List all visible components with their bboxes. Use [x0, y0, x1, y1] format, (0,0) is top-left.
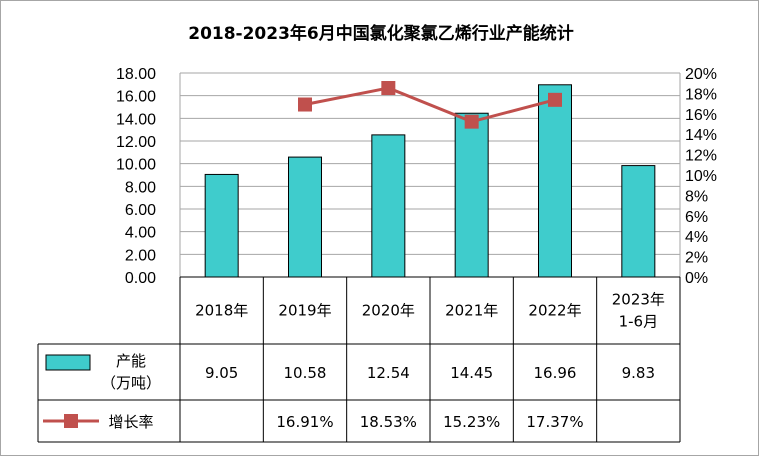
y-right-tick-label: 6% [685, 209, 708, 226]
y-right-tick-label: 20% [685, 66, 717, 83]
y-left-tick-label: 14.00 [116, 111, 156, 128]
bar [288, 156, 322, 278]
data-label: 18.53% [360, 413, 417, 431]
y-left-tick-label: 0.00 [125, 270, 156, 287]
data-label: 16.91% [276, 413, 333, 431]
x-tick-label: 2023年 1-6月 [612, 291, 665, 331]
y-right-tick-label: 8% [685, 188, 708, 205]
axes: 0.00 2.00 4.00 6.00 8.00 10.00 12.00 14.00 16.00… [116, 66, 717, 287]
y-right-tick-label: 12% [685, 148, 717, 165]
y-left-tick-label: 8.00 [125, 179, 156, 196]
y-left-tick-label: 18.00 [116, 66, 156, 83]
x-tick-label: 2018年 [195, 302, 248, 320]
y-left-tick-label: 2.00 [125, 247, 156, 264]
data-label: 15.23% [443, 413, 500, 431]
data-label: 12.54 [367, 364, 410, 382]
legend-swatch-bar [45, 354, 91, 371]
y-right-tick-label: 14% [685, 127, 717, 144]
x-tick-label: 2021年 [445, 302, 498, 320]
line-marker [464, 114, 479, 129]
y-right-tick-label: 0% [685, 270, 708, 287]
y-left-tick-label: 6.00 [125, 202, 156, 219]
data-label: 16.96 [534, 364, 577, 382]
bar [204, 173, 239, 278]
data-label: 9.83 [622, 364, 655, 382]
data-label: 17.37% [526, 413, 583, 431]
bar [621, 165, 656, 278]
x-tick-label: 2020年 [362, 302, 415, 320]
bar-series [204, 84, 656, 278]
growth-line [304, 86, 556, 124]
y-right-tick-label: 4% [685, 229, 708, 246]
x-tick-label: 2022年 [528, 302, 581, 320]
growth-line-series [298, 80, 562, 129]
chart-title: 2018-2023年6月中国氯化聚氯乙烯行业产能统计 [188, 23, 574, 44]
line-marker [381, 80, 396, 95]
legend-label-bar: 产能（万吨） [101, 352, 161, 392]
y-left-tick-label: 10.00 [116, 157, 156, 174]
data-label: 9.05 [205, 364, 238, 382]
legend-label-line: 增长率 [108, 413, 153, 431]
y-right-tick-label: 16% [685, 107, 717, 124]
y-right-tick-label: 2% [685, 250, 708, 267]
data-label: 10.58 [284, 364, 327, 382]
y-right-tick-label: 10% [685, 168, 717, 185]
y-right-tick-label: 18% [685, 86, 717, 103]
data-table: 2018年 2019年 2020年 2021年 2022年 2023年 1-6月产能（万吨）… [37, 276, 681, 443]
line-marker [298, 97, 312, 112]
line-marker [548, 92, 562, 107]
gridlines [180, 72, 680, 278]
data-label: 14.45 [450, 364, 493, 382]
y-left-tick-label: 16.00 [116, 89, 156, 106]
y-left-tick-label: 4.00 [125, 225, 156, 242]
bar [371, 134, 406, 278]
y-left-tick-label: 12.00 [116, 134, 156, 151]
bar [454, 112, 489, 278]
bar [538, 84, 572, 278]
legend-marker-line [64, 414, 78, 428]
x-tick-label: 2019年 [278, 302, 331, 320]
